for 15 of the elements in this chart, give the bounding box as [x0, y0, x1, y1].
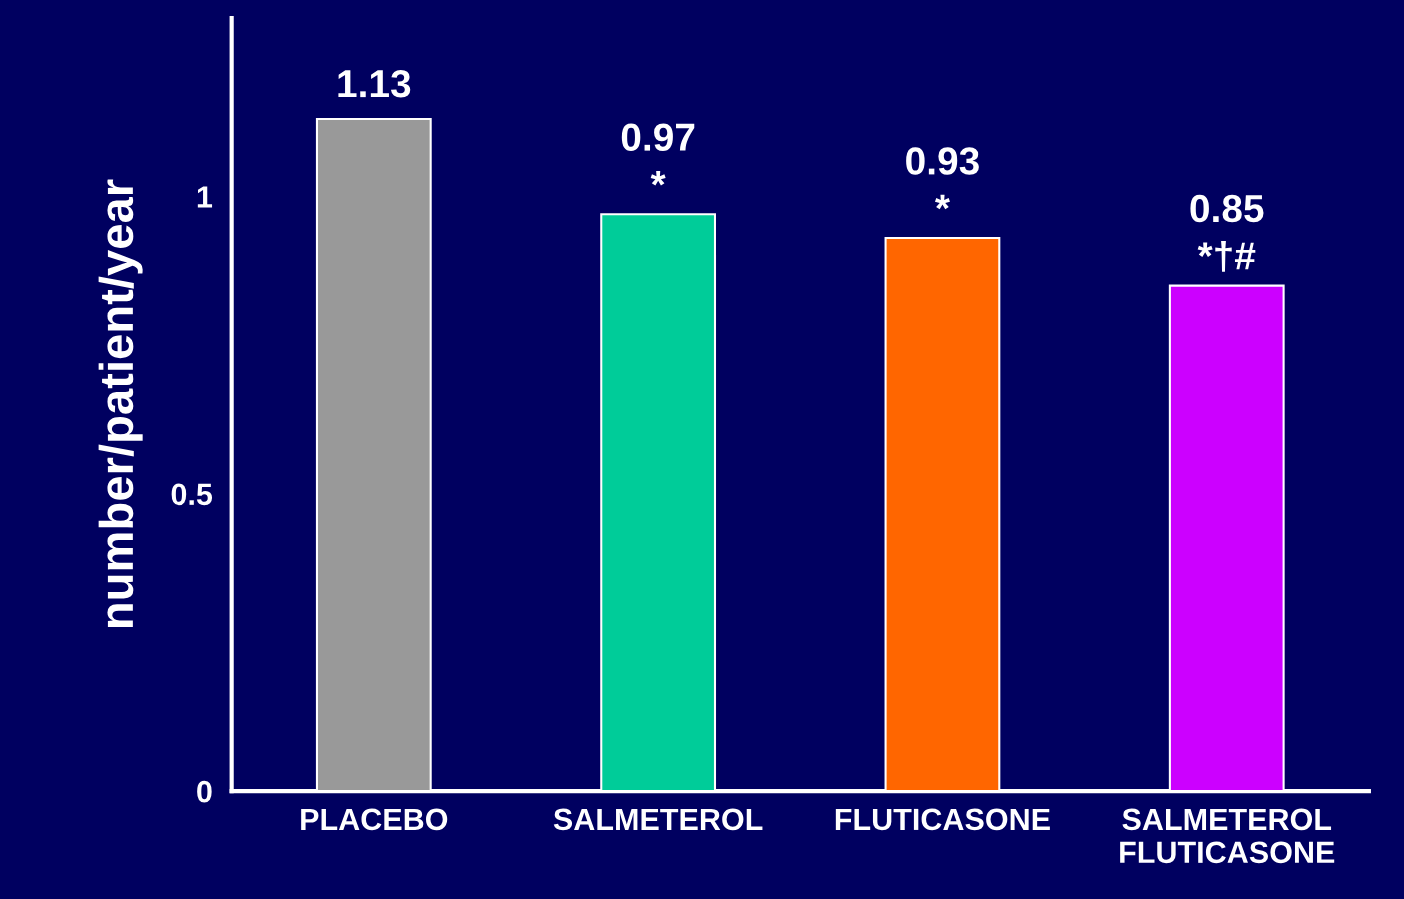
annotation: *: [934, 194, 950, 210]
annotation: *†#: [1197, 241, 1256, 272]
data-label: 0.85: [1190, 194, 1264, 223]
x-tick-label: SALMETEROL FLUTICASONE: [1120, 808, 1335, 864]
data-label: 1.13: [338, 69, 411, 98]
y-tick-label: 0: [197, 780, 212, 803]
x-tick-label: SALMETEROL: [553, 808, 763, 831]
x-tick-label: FLUTICASONE: [835, 808, 1050, 831]
data-label: 0.93: [906, 147, 979, 175]
y-axis-title: number/patient/year: [98, 179, 143, 628]
y-tick-label: 0.5: [171, 483, 213, 506]
y-tick-label: 1: [197, 186, 213, 208]
x-tick-label: PLACEBO: [301, 808, 448, 831]
data-label: 0.97: [621, 123, 695, 151]
annotation: *: [650, 171, 666, 186]
